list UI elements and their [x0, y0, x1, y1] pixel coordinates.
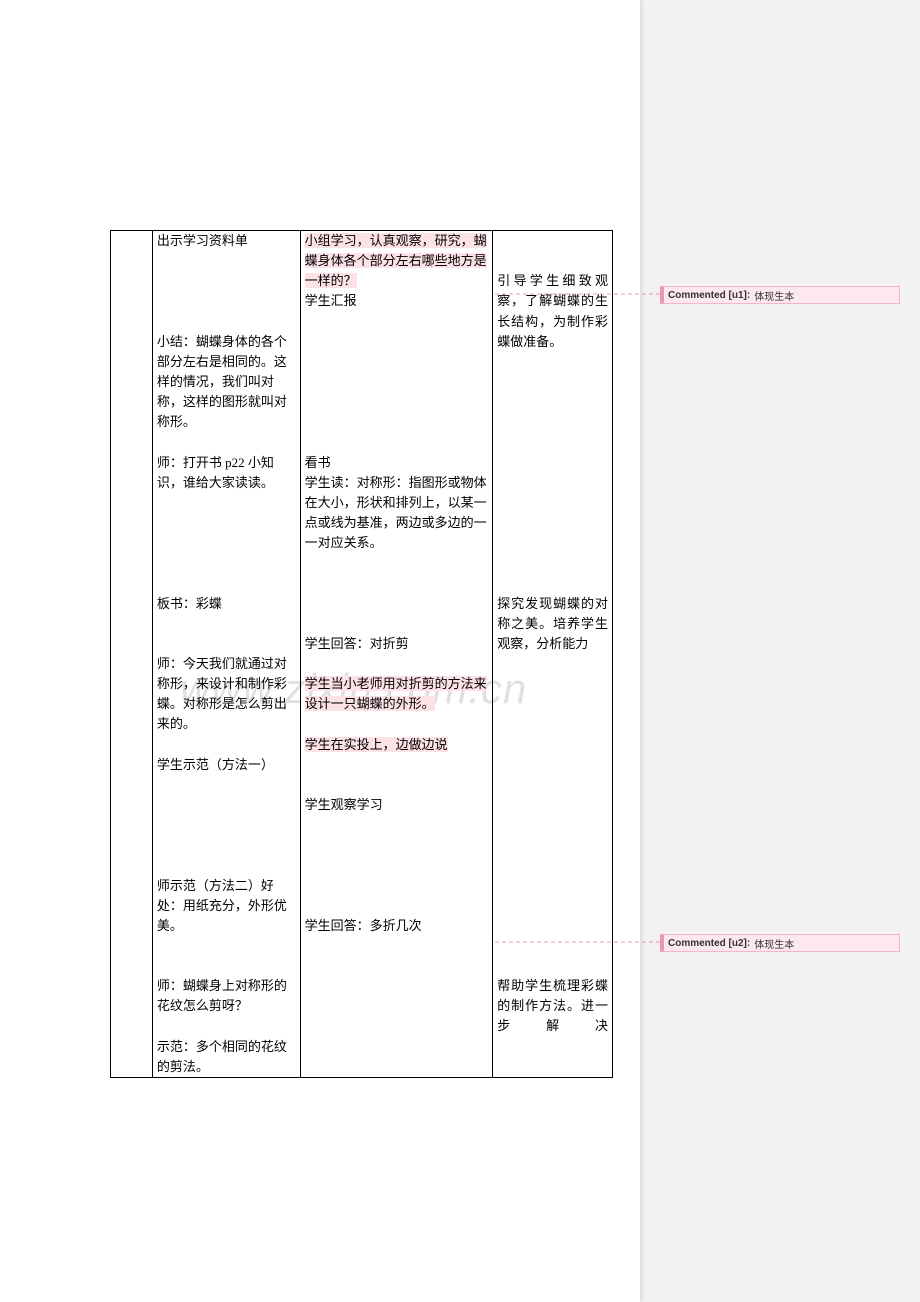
- comment-balloon[interactable]: Commented [u1]: 体现生本: [660, 286, 900, 304]
- para: 师示范（方法二）好处：用纸充分，外形优美。: [157, 876, 296, 936]
- lesson-table: 出示学习资料单 小结：蝴蝶身体的各个部分左右是相同的。这样的情况，我们叫对称，这…: [110, 230, 613, 1078]
- para: 师：蝴蝶身上对称形的花纹怎么剪呀？: [157, 976, 296, 1016]
- cell-intent: 引导学生细致观察，了解蝴蝶的生长结构，为制作彩蝶做准备。 探究发现蝴蝶的对称之美…: [493, 231, 613, 1078]
- para: 示范：多个相同的花纹的剪法。: [157, 1037, 296, 1077]
- highlighted-text: 学生在实投上，边做边说: [305, 737, 448, 752]
- para: 看书: [305, 453, 489, 473]
- para: 学生回答：对折剪: [305, 634, 489, 654]
- para: 学生读：对称形：指图形或物体在大小，形状和排列上，以某一点或线为基准，两边或多边…: [305, 473, 489, 554]
- para: 探究发现蝴蝶的对称之美。培养学生观察，分析能力: [497, 594, 608, 654]
- comment-text: 体现生本: [754, 936, 794, 951]
- highlighted-text: 小组学习，认真观察，研究，蝴蝶身体各个部分左右哪些地方是一样的？: [305, 233, 487, 288]
- highlighted-text: 学生当小老师用对折剪的方法来设计一只蝴蝶的外形。: [305, 676, 487, 711]
- para: 师：打开书 p22 小知识，谁给大家读读。: [157, 453, 296, 493]
- para: 引导学生细致观察，了解蝴蝶的生长结构，为制作彩蝶做准备。: [497, 271, 608, 352]
- comment-label: Commented [u2]:: [668, 938, 750, 949]
- comment-balloon[interactable]: Commented [u2]: 体现生本: [660, 934, 900, 952]
- para: 师：今天我们就通过对称形，来设计和制作彩蝶。对称形是怎么剪出来的。: [157, 654, 296, 735]
- content-area: 出示学习资料单 小结：蝴蝶身体的各个部分左右是相同的。这样的情况，我们叫对称，这…: [110, 230, 613, 1078]
- comment-text: 体现生本: [754, 288, 794, 303]
- document-page: www.zixin.com.cn 出示学习资料单 小结：蝴蝶身体的各个部分左右是…: [0, 0, 640, 1302]
- para: 学生回答：多折几次: [305, 916, 489, 936]
- para: 学生示范（方法一）: [157, 755, 296, 775]
- para: 学生汇报: [305, 291, 489, 311]
- para: 小结：蝴蝶身体的各个部分左右是相同的。这样的情况，我们叫对称，这样的图形就叫对称…: [157, 332, 296, 433]
- para: 出示学习资料单: [157, 231, 296, 251]
- para: 帮助学生梳理彩蝶的制作方法。进一步解决: [497, 976, 608, 1036]
- cell-teacher: 出示学习资料单 小结：蝴蝶身体的各个部分左右是相同的。这样的情况，我们叫对称，这…: [152, 231, 300, 1078]
- para: 学生观察学习: [305, 795, 489, 815]
- comment-label: Commented [u1]:: [668, 290, 750, 301]
- cell-stage: [111, 231, 153, 1078]
- cell-student: 小组学习，认真观察，研究，蝴蝶身体各个部分左右哪些地方是一样的？ 学生汇报 看书…: [300, 231, 493, 1078]
- table-row: 出示学习资料单 小结：蝴蝶身体的各个部分左右是相同的。这样的情况，我们叫对称，这…: [111, 231, 613, 1078]
- para: 板书：彩蝶: [157, 594, 296, 614]
